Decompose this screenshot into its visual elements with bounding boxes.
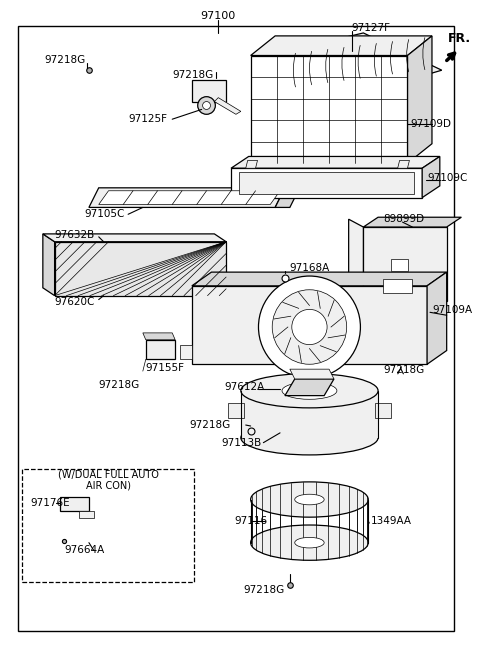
Circle shape [203,102,210,109]
Text: 97218G: 97218G [383,365,424,375]
Circle shape [259,276,360,378]
Polygon shape [408,36,432,163]
Text: AIR CON): AIR CON) [86,481,131,491]
Bar [391,259,408,271]
Text: 97612A: 97612A [224,382,264,392]
Text: 97664A: 97664A [64,546,105,555]
Polygon shape [383,279,412,293]
Text: 97155F: 97155F [146,363,185,373]
Polygon shape [146,340,175,360]
Text: 97109C: 97109C [427,173,468,183]
Text: 1349AA: 1349AA [371,516,412,526]
Text: 97105C: 97105C [84,210,124,219]
Ellipse shape [251,525,368,560]
Polygon shape [192,286,427,364]
Circle shape [292,309,327,345]
Polygon shape [363,217,461,227]
Polygon shape [422,157,440,198]
Polygon shape [79,512,94,518]
Text: 97116: 97116 [234,516,267,526]
Ellipse shape [295,537,324,548]
Bar [22,469,194,582]
Text: 89899D: 89899D [383,214,424,224]
Circle shape [272,290,347,364]
Polygon shape [363,227,447,301]
Polygon shape [89,188,285,208]
Ellipse shape [241,373,378,408]
Text: 97218G: 97218G [45,56,86,66]
Polygon shape [285,379,334,396]
Polygon shape [239,172,414,194]
Text: 97218G: 97218G [172,70,214,80]
Polygon shape [231,168,422,198]
Polygon shape [397,160,409,168]
Polygon shape [375,403,391,418]
Text: 97125F: 97125F [128,114,167,124]
Text: FR.: FR. [448,32,471,45]
Text: 97218G: 97218G [99,380,140,390]
Polygon shape [246,160,257,168]
Polygon shape [180,345,192,360]
Polygon shape [427,272,447,364]
Polygon shape [280,33,442,92]
Polygon shape [251,36,432,56]
Polygon shape [43,234,226,242]
Ellipse shape [241,421,378,455]
Text: 97620C: 97620C [55,297,95,307]
Text: 97632B: 97632B [55,230,95,240]
Text: 97113B: 97113B [221,438,262,447]
Polygon shape [290,369,334,379]
Polygon shape [143,333,175,340]
Ellipse shape [295,495,324,505]
Polygon shape [192,80,226,102]
Polygon shape [43,234,55,295]
Polygon shape [241,391,378,438]
Polygon shape [251,56,408,163]
Polygon shape [228,403,244,418]
Polygon shape [231,157,440,168]
Polygon shape [348,219,363,301]
Polygon shape [55,242,226,295]
Polygon shape [215,98,241,115]
Text: 97176E: 97176E [30,498,70,508]
Text: 97109D: 97109D [410,119,451,129]
Text: 97127F: 97127F [351,23,391,33]
Polygon shape [192,272,447,286]
Polygon shape [18,26,454,631]
Circle shape [198,97,216,115]
Text: 97218G: 97218G [189,420,230,430]
Polygon shape [99,191,280,204]
Ellipse shape [282,382,337,400]
Text: 97168A: 97168A [290,263,330,273]
Ellipse shape [251,482,368,517]
Text: (W/DUAL FULL AUTO: (W/DUAL FULL AUTO [58,469,159,479]
Text: 97109A: 97109A [432,305,472,315]
Text: 97218G: 97218G [244,585,285,595]
Polygon shape [60,496,89,512]
Polygon shape [275,188,300,208]
Text: 97100: 97100 [201,11,236,22]
